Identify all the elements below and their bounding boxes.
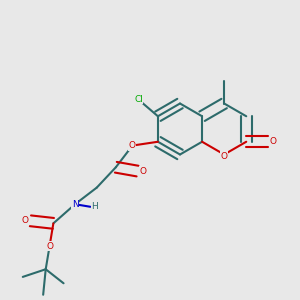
Text: Cl: Cl — [134, 95, 143, 104]
Text: O: O — [129, 141, 136, 150]
Text: H: H — [91, 202, 98, 211]
Text: N: N — [72, 200, 78, 209]
Text: O: O — [221, 152, 228, 160]
Text: O: O — [270, 137, 277, 146]
Text: O: O — [22, 216, 28, 225]
Text: O: O — [46, 242, 53, 251]
Text: O: O — [140, 167, 146, 176]
